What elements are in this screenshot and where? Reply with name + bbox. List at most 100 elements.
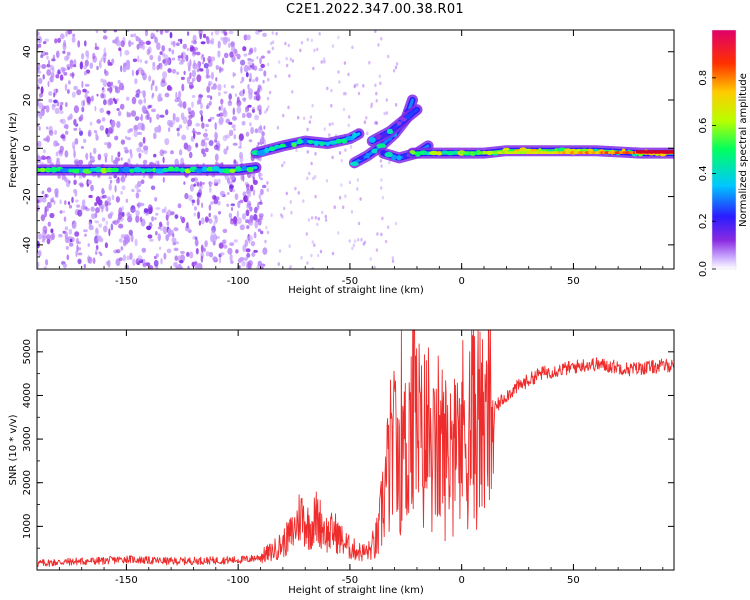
noise-speckle <box>193 47 199 51</box>
noise-speckle <box>150 83 153 91</box>
noise-speckle <box>206 95 211 98</box>
noise-speckle <box>66 64 72 68</box>
noise-speckle <box>208 80 211 88</box>
noise-speckle <box>250 59 254 63</box>
noise-speckle <box>137 180 142 188</box>
noise-speckle <box>141 105 147 113</box>
noise-speckle <box>118 47 122 52</box>
noise-speckle <box>353 239 357 243</box>
trace-blob <box>141 168 146 174</box>
noise-speckle <box>242 174 245 182</box>
spectrogram-frame <box>36 29 675 270</box>
noise-speckle <box>153 153 157 158</box>
noise-speckle <box>270 213 273 217</box>
noise-speckle <box>130 152 133 159</box>
noise-speckle <box>95 132 98 139</box>
noise-speckle <box>174 158 179 166</box>
noise-speckle <box>264 110 267 114</box>
noise-speckle <box>200 114 204 122</box>
noise-speckle <box>55 142 60 147</box>
noise-speckle <box>180 76 185 80</box>
noise-speckle <box>104 68 107 74</box>
noise-speckle <box>178 149 183 156</box>
noise-speckle <box>125 96 130 101</box>
noise-speckle <box>145 114 149 120</box>
noise-speckle <box>264 239 267 244</box>
y-tick-label: 1000 <box>22 514 33 539</box>
noise-speckle <box>187 265 190 269</box>
noise-speckle <box>306 127 309 132</box>
noise-speckle <box>245 248 251 253</box>
trace-blob <box>132 167 143 173</box>
noise-speckle <box>121 211 125 217</box>
noise-speckle <box>130 234 134 243</box>
noise-speckle <box>239 155 244 163</box>
noise-speckle <box>357 238 360 242</box>
noise-speckle <box>380 186 383 190</box>
noise-speckle <box>337 70 340 74</box>
noise-speckle <box>64 55 69 62</box>
noise-speckle <box>228 129 234 137</box>
noise-speckle <box>154 197 158 202</box>
noise-speckle <box>289 264 292 269</box>
noise-speckle <box>148 265 154 269</box>
noise-speckle <box>191 202 194 206</box>
noise-speckle <box>259 177 264 181</box>
noise-speckle <box>177 57 181 61</box>
colorbar-tick-label: 0.8 <box>698 70 709 86</box>
noise-speckle <box>375 248 379 252</box>
noise-speckle <box>136 43 140 50</box>
noise-speckle <box>133 33 137 38</box>
noise-speckle <box>268 90 272 95</box>
noise-speckle <box>56 157 60 161</box>
noise-speckle <box>139 216 143 223</box>
noise-speckle <box>139 202 145 207</box>
noise-speckle <box>108 183 112 191</box>
noise-speckle <box>211 71 214 80</box>
noise-speckle <box>260 135 265 143</box>
noise-speckle <box>127 158 131 164</box>
noise-speckle <box>333 205 336 209</box>
noise-speckle <box>120 246 124 251</box>
noise-speckle <box>362 84 365 88</box>
noise-speckle <box>106 133 110 138</box>
noise-speckle <box>191 101 194 108</box>
noise-speckle <box>245 183 250 190</box>
noise-speckle <box>316 47 319 52</box>
noise-speckle <box>191 69 197 78</box>
noise-speckle <box>177 96 181 102</box>
noise-speckle <box>78 247 82 251</box>
noise-speckle <box>231 45 236 53</box>
noise-speckle <box>45 234 51 240</box>
noise-speckle <box>256 56 259 60</box>
noise-speckle <box>84 40 87 47</box>
noise-speckle <box>260 266 264 269</box>
noise-speckle <box>167 68 172 73</box>
noise-speckle <box>271 31 274 35</box>
noise-speckle <box>163 252 167 260</box>
noise-speckle <box>122 254 127 262</box>
trace-blob <box>121 166 132 173</box>
noise-speckle <box>106 110 111 115</box>
noise-speckle <box>359 197 362 201</box>
noise-speckle <box>234 193 239 201</box>
noise-speckle <box>136 131 143 136</box>
noise-speckle <box>121 205 124 211</box>
noise-speckle <box>285 191 288 196</box>
noise-speckle <box>200 217 205 225</box>
noise-speckle <box>134 78 138 85</box>
noise-speckle <box>63 210 65 214</box>
noise-speckle <box>323 59 326 64</box>
noise-speckle <box>114 135 119 141</box>
noise-speckle <box>374 30 377 33</box>
noise-speckle <box>217 50 221 58</box>
noise-speckle <box>203 247 206 253</box>
colorbar-ticks: 0.0 0.2 0.4 0.6 0.8 <box>698 70 716 277</box>
y-tick-label: 0 <box>22 145 33 151</box>
noise-speckle <box>103 99 107 106</box>
noise-speckle <box>92 147 97 155</box>
noise-speckle <box>50 234 53 241</box>
noise-speckle <box>173 227 179 232</box>
noise-speckle <box>253 91 258 95</box>
noise-speckle <box>204 128 208 132</box>
